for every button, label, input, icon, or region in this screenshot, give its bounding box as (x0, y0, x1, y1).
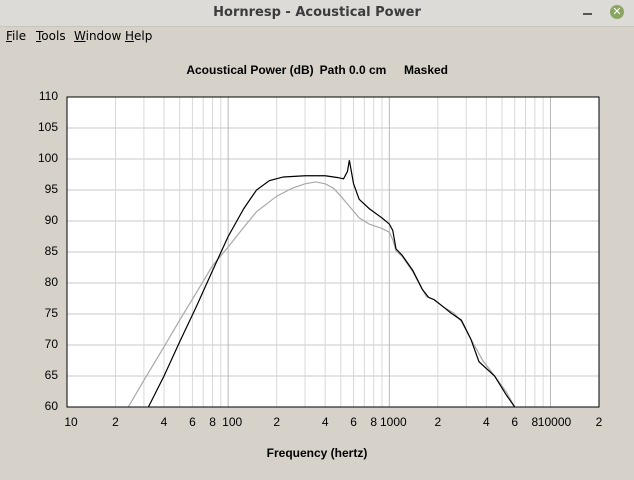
y-tick-label: 85 (45, 244, 59, 258)
menu-item[interactable]: Tools (36, 29, 66, 43)
y-tick-label: 105 (38, 120, 58, 134)
x-axis-label: Frequency (hertz) (267, 446, 368, 460)
series-line (147, 160, 516, 408)
y-tick-label: 70 (45, 337, 59, 351)
menu-item[interactable]: Help (125, 29, 153, 43)
x-tick-label: 100 (222, 415, 242, 429)
x-tick-label: 4 (483, 415, 490, 429)
minimize-button[interactable] (583, 6, 592, 15)
chart-title: Acoustical Power (dB) (186, 63, 313, 77)
y-tick-label: 95 (45, 182, 59, 196)
x-tick-label: 4 (161, 415, 168, 429)
y-tick-label: 100 (38, 151, 58, 165)
x-tick-label: 6 (189, 415, 196, 429)
y-tick-label: 65 (45, 368, 59, 382)
chart-annotation: Masked (404, 63, 448, 77)
x-tick-label: 10 (64, 415, 78, 429)
x-tick-label: 8 (532, 415, 539, 429)
x-tick-label: 6 (350, 415, 357, 429)
chart-annotation: Path 0.0 cm (320, 63, 387, 77)
y-tick-label: 80 (45, 275, 59, 289)
menu-item[interactable]: File (6, 29, 27, 43)
menu-item[interactable]: Window (74, 29, 122, 43)
plot-border (66, 96, 600, 408)
x-tick-label: 6 (511, 415, 518, 429)
y-tick-label: 75 (45, 306, 59, 320)
title-bar: Hornresp - Acoustical Power ✕ (0, 0, 634, 27)
x-tick-label: 10000 (538, 415, 572, 429)
x-tick-label: 2 (434, 415, 441, 429)
x-tick-label: 2 (596, 415, 603, 429)
close-button[interactable]: ✕ (610, 5, 624, 19)
x-tick-label: 2 (112, 415, 119, 429)
plot-area (67, 97, 599, 407)
x-tick-label: 8 (209, 415, 216, 429)
x-tick-label: 2 (273, 415, 280, 429)
y-tick-label: 60 (45, 399, 59, 413)
y-tick-label: 110 (39, 89, 58, 103)
x-tick-label: 1000 (380, 415, 407, 429)
x-tick-label: 8 (370, 415, 377, 429)
menu-bar: File Tools Window Help (0, 27, 634, 47)
x-tick-label: 4 (322, 415, 329, 429)
series-line (127, 181, 516, 408)
window-title: Hornresp - Acoustical Power (213, 5, 421, 20)
y-tick-label: 90 (45, 213, 59, 227)
